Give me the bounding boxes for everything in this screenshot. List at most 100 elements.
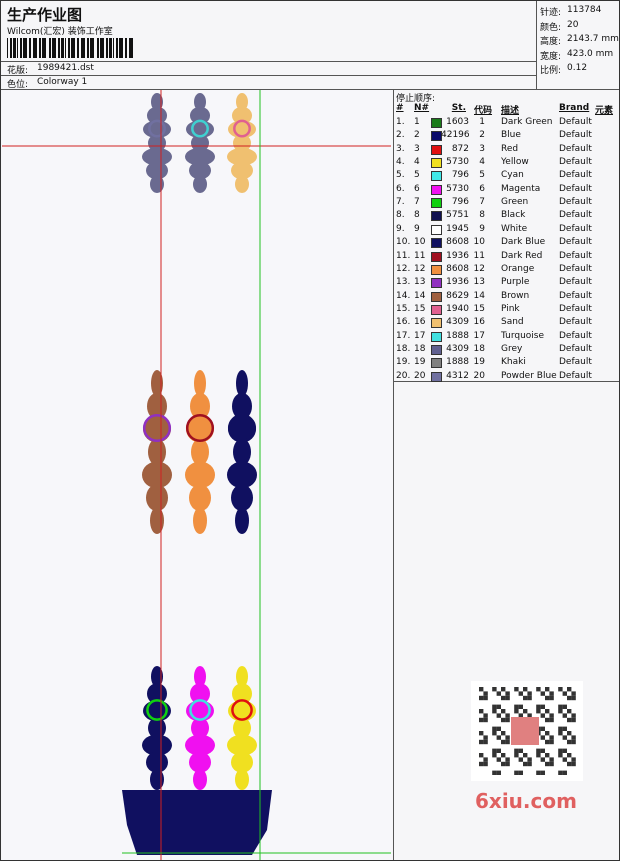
stitches: 4312 bbox=[446, 370, 469, 381]
description: Red bbox=[501, 143, 519, 154]
stitch-shape bbox=[150, 507, 164, 534]
stitch-shape bbox=[142, 734, 172, 756]
stitch-shape bbox=[236, 370, 248, 397]
brand: Default bbox=[559, 130, 592, 141]
row-n: 12 bbox=[414, 263, 426, 274]
brand: Default bbox=[559, 237, 592, 248]
stitch-shape bbox=[232, 392, 252, 420]
row-index: 14. bbox=[396, 290, 411, 301]
stitch-shape bbox=[146, 751, 168, 773]
description: Black bbox=[501, 210, 526, 221]
design: 1989421.dst bbox=[37, 63, 94, 73]
watermark: 6xiu.com bbox=[475, 789, 577, 813]
stitch-shape bbox=[146, 161, 168, 180]
stitch-shape bbox=[194, 370, 206, 397]
row-n: 1 bbox=[414, 117, 420, 127]
stitches: 8608 bbox=[446, 263, 469, 274]
stitch-shape bbox=[146, 484, 168, 512]
color-swatch bbox=[431, 171, 442, 182]
description: Grey bbox=[501, 343, 523, 354]
color-swatch bbox=[431, 344, 442, 355]
brand: Default bbox=[559, 263, 592, 274]
brand: Default bbox=[559, 343, 592, 354]
stitch-shape bbox=[185, 413, 215, 443]
description: White bbox=[501, 223, 528, 234]
code: 16 bbox=[473, 317, 485, 328]
row-n: 17 bbox=[414, 330, 426, 341]
stitches: 1603 bbox=[446, 117, 469, 127]
code: 11 bbox=[473, 250, 485, 261]
info-label: 颜色: bbox=[540, 22, 562, 33]
stitch-shape bbox=[232, 106, 252, 125]
stitch-shape bbox=[191, 134, 209, 152]
color-swatch bbox=[431, 358, 442, 369]
row-index: 11. bbox=[396, 250, 411, 261]
color-swatch bbox=[431, 251, 442, 262]
stitches: 8608 bbox=[446, 237, 469, 248]
color-swatch bbox=[431, 278, 442, 289]
brand: Default bbox=[559, 357, 592, 368]
info-label: 针迹: bbox=[540, 8, 562, 18]
stitch-shape bbox=[146, 699, 168, 721]
stitch-shape bbox=[185, 461, 215, 489]
column-header: 描述 bbox=[501, 106, 520, 116]
code: 15 bbox=[473, 303, 485, 314]
stitch-shape bbox=[189, 161, 211, 180]
table-title: 停止顺序: bbox=[396, 94, 436, 104]
description: Blue bbox=[501, 130, 521, 141]
row-n: 20 bbox=[414, 370, 426, 381]
description: Dark Red bbox=[501, 250, 543, 261]
stitches: 1888 bbox=[446, 357, 469, 368]
description: Yellow bbox=[501, 157, 529, 168]
stitch-shape bbox=[142, 413, 172, 443]
code: 13 bbox=[473, 277, 485, 288]
stitch-shape bbox=[194, 93, 206, 111]
color-swatch bbox=[431, 238, 442, 249]
info-value: 20 bbox=[567, 19, 579, 30]
row-index: 5. bbox=[396, 170, 405, 181]
code: 8 bbox=[479, 210, 485, 221]
stitch-shape bbox=[122, 790, 272, 855]
row-index: 19. bbox=[396, 357, 411, 368]
color-swatch bbox=[431, 211, 442, 222]
color-swatch bbox=[431, 198, 442, 209]
row-index: 20. bbox=[396, 370, 411, 381]
design-label: 花版: bbox=[7, 66, 29, 76]
stitch-shape bbox=[143, 415, 171, 443]
stitch-shape bbox=[235, 768, 249, 791]
colorway: Colorway 1 bbox=[37, 77, 88, 87]
color-swatch bbox=[431, 158, 442, 169]
stitch-shape bbox=[235, 175, 249, 193]
description: Orange bbox=[501, 263, 535, 274]
stitches: 872 bbox=[451, 143, 469, 154]
description: Cyan bbox=[501, 170, 524, 181]
stitches: 1945 bbox=[446, 223, 469, 234]
brand: Default bbox=[559, 210, 592, 221]
color-swatch bbox=[431, 371, 442, 382]
row-index: 2. bbox=[396, 130, 405, 141]
description: Powder Blue bbox=[501, 370, 557, 381]
stitch-shape bbox=[194, 666, 206, 688]
stitch-shape bbox=[151, 93, 163, 111]
code: 7 bbox=[479, 197, 485, 208]
stitch-shape bbox=[232, 683, 252, 705]
code: 1 bbox=[479, 117, 485, 127]
row-index: 13. bbox=[396, 277, 411, 288]
brand: Default bbox=[559, 303, 592, 314]
stitch-shape bbox=[190, 683, 210, 705]
stitch-shape bbox=[235, 507, 249, 534]
stitch-shape bbox=[231, 484, 253, 512]
row-n: 18 bbox=[414, 343, 426, 354]
row-n: 10 bbox=[414, 237, 426, 248]
brand: Default bbox=[559, 157, 592, 168]
divider bbox=[1, 75, 536, 76]
row-index: 15. bbox=[396, 303, 411, 314]
row-index: 7. bbox=[396, 197, 405, 208]
row-n: 13 bbox=[414, 277, 426, 288]
color-swatch bbox=[431, 264, 442, 275]
brand: Default bbox=[559, 277, 592, 288]
colorway-label: 色位: bbox=[7, 80, 29, 90]
stitches: 8629 bbox=[446, 290, 469, 301]
stitch-shape bbox=[191, 438, 209, 466]
